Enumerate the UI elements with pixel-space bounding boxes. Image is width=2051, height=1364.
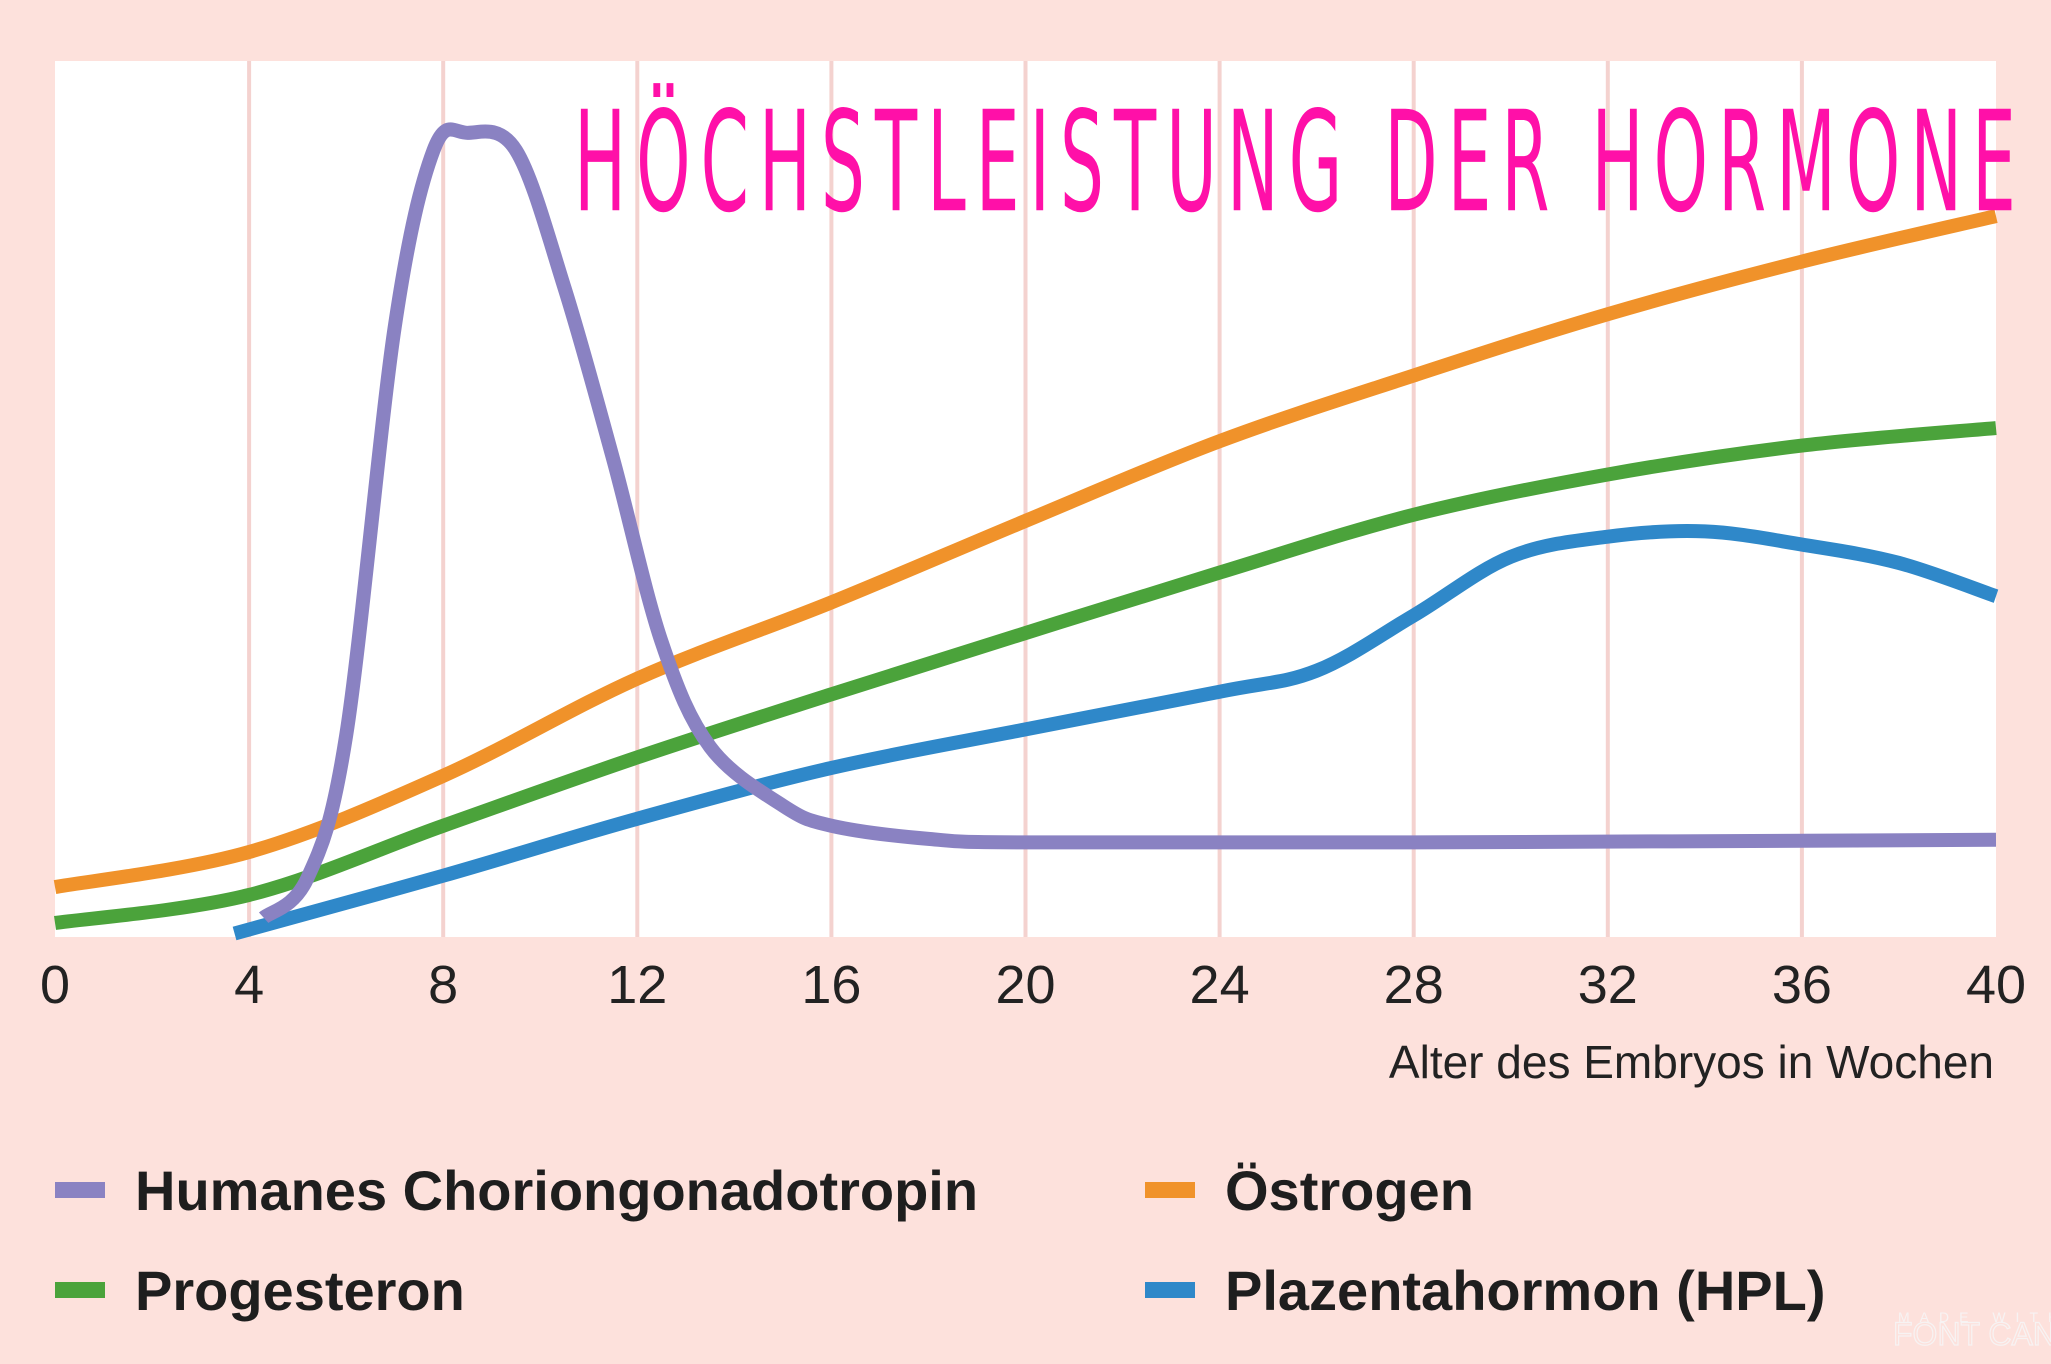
x-tick-label: 8 bbox=[428, 955, 458, 1015]
x-tick-label: 4 bbox=[234, 955, 264, 1015]
legend-label: Östrogen bbox=[1225, 1159, 1474, 1222]
legend-label: Progesteron bbox=[135, 1259, 465, 1322]
watermark-line2: FONT CANDY bbox=[1893, 1316, 2051, 1352]
legend-swatch bbox=[1145, 1282, 1195, 1298]
x-axis-label: Alter des Embryos in Wochen bbox=[1389, 1036, 1994, 1088]
legend: Humanes Choriongonadotropin Östrogen Proge… bbox=[55, 1159, 1825, 1322]
x-tick-label: 28 bbox=[1384, 955, 1444, 1015]
x-tick-label: 20 bbox=[995, 955, 1055, 1015]
x-tick-label: 16 bbox=[801, 955, 861, 1015]
series-line-4 bbox=[232, 524, 1999, 941]
legend-swatch bbox=[1145, 1182, 1195, 1198]
legend-swatch bbox=[55, 1282, 105, 1298]
grid-lines bbox=[247, 61, 1804, 937]
watermark-line1: MADE WITH bbox=[1898, 1309, 2051, 1325]
x-tick-label: 24 bbox=[1190, 955, 1250, 1015]
series-line-2 bbox=[53, 209, 1998, 894]
x-tick-label: 0 bbox=[40, 955, 70, 1015]
x-tick-label: 40 bbox=[1966, 955, 2026, 1015]
legend-label: Plazentahormon (HPL) bbox=[1225, 1259, 1825, 1322]
series-line-3 bbox=[54, 421, 1997, 930]
chart-title: HÖCHSTLEISTUNG DER HORMONE bbox=[574, 81, 2026, 243]
series-lines bbox=[53, 122, 1999, 941]
x-tick-label: 36 bbox=[1772, 955, 1832, 1015]
x-tick-label: 12 bbox=[607, 955, 667, 1015]
x-tick-label: 32 bbox=[1578, 955, 1638, 1015]
legend-label: Humanes Choriongonadotropin bbox=[135, 1159, 978, 1222]
series-line-1 bbox=[258, 122, 1997, 924]
legend-swatch bbox=[55, 1182, 105, 1198]
x-tick-labels: 0 4 8 12 16 20 24 28 32 36 40 bbox=[40, 955, 2026, 1015]
